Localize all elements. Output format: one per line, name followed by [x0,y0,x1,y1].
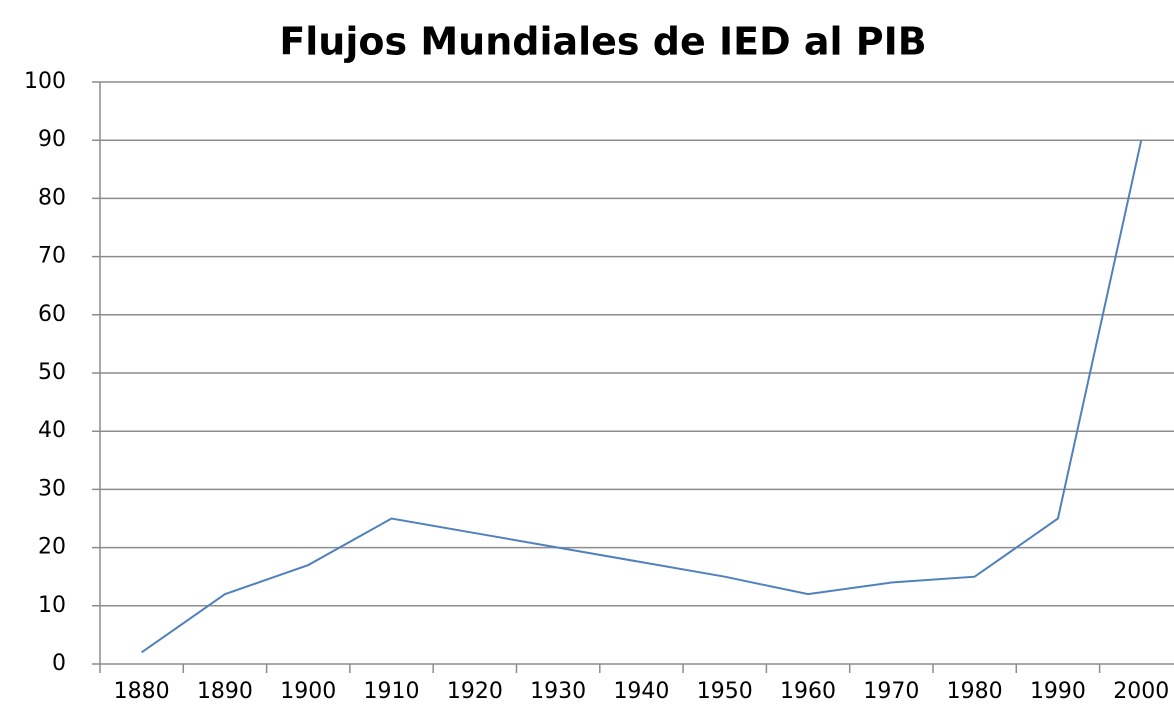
x-tick-label: 1940 [613,679,669,704]
x-tick-label: 1950 [697,679,753,704]
x-tick-label: 1880 [114,679,170,704]
x-tick-label: 1910 [364,679,420,704]
x-tick-label: 1970 [863,679,919,704]
y-tick-label: 30 [38,476,66,501]
x-tick-label: 1890 [197,679,253,704]
chart-title: Flujos Mundiales de IED al PIB [279,20,926,64]
x-tick-label: 2000 [1113,679,1169,704]
y-tick-label: 100 [24,69,66,94]
x-tick-label: 1900 [280,679,336,704]
x-tick-label: 1920 [447,679,503,704]
y-tick-label: 60 [38,302,66,327]
x-tick-label: 1980 [947,679,1003,704]
y-tick-label: 50 [38,360,66,385]
line [141,139,1143,654]
x-tick-label: 1990 [1030,679,1086,704]
y-tick-label: 90 [38,127,66,152]
y-tick-label: 80 [38,185,66,210]
y-tick-label: 40 [38,418,66,443]
y-tick-label: 70 [38,244,66,269]
y-tick-label: 10 [38,593,66,618]
y-tick-label: 0 [52,651,66,676]
y-tick-label: 20 [38,535,66,560]
x-tick-label: 1930 [530,679,586,704]
x-tick-label: 1960 [780,679,836,704]
